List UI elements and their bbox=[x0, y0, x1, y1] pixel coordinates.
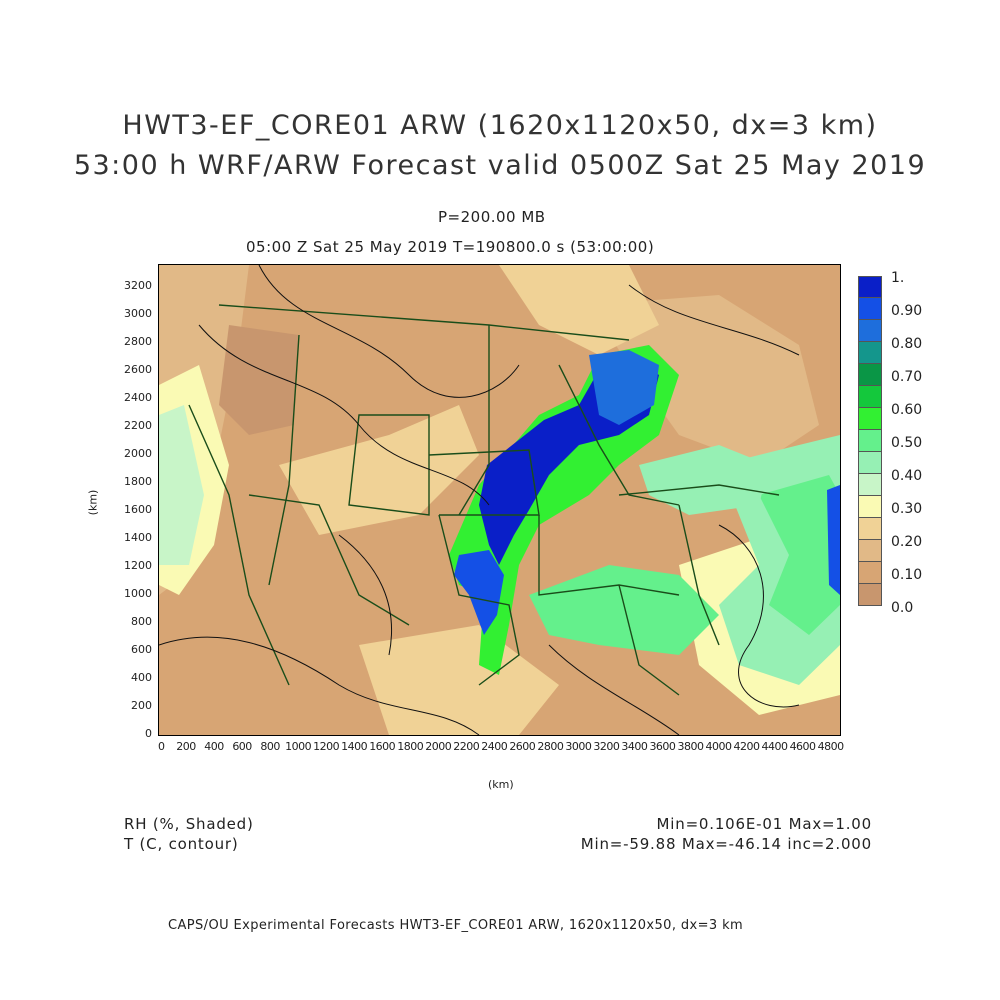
y-tick-label: 1400 bbox=[124, 531, 152, 545]
state-borders bbox=[188, 304, 780, 696]
x-tick-label: 0 bbox=[158, 740, 165, 753]
colorbar-swatch bbox=[858, 562, 882, 584]
y-tick-label: 2200 bbox=[124, 419, 152, 433]
valid-time-label: 05:00 Z Sat 25 May 2019 T=190800.0 s (53… bbox=[246, 238, 655, 256]
colorbar-swatch bbox=[858, 452, 882, 474]
x-tick-label: 3600 bbox=[649, 740, 676, 753]
x-tick-label: 4200 bbox=[733, 740, 761, 753]
y-tick-label: 0 bbox=[145, 727, 152, 740]
contour-min-max: Min=-59.88 Max=-46.14 inc=2.000 bbox=[580, 835, 872, 853]
pressure-level-label: P=200.00 MB bbox=[438, 208, 546, 226]
colorbar-tick-label: 0.10 bbox=[891, 567, 923, 583]
y-tick-label: 2000 bbox=[124, 447, 152, 461]
title-line-2: 53:00 h WRF/ARW Forecast valid 0500Z Sat… bbox=[73, 150, 927, 181]
x-tick-label: 1800 bbox=[397, 740, 424, 753]
rh-pale-northeast bbox=[589, 295, 819, 465]
y-tick-label: 600 bbox=[131, 643, 152, 657]
colorbar-swatch bbox=[858, 386, 882, 408]
credit-line: CAPS/OU Experimental Forecasts HWT3-EF_C… bbox=[168, 918, 744, 933]
x-tick-label: 400 bbox=[204, 740, 224, 753]
y-tick-label: 1600 bbox=[124, 503, 152, 517]
rh-map-panel bbox=[158, 264, 841, 736]
colorbar-swatch bbox=[858, 430, 882, 452]
x-tick-label: 2200 bbox=[453, 740, 480, 753]
colorbar-swatch bbox=[858, 496, 882, 518]
x-axis-label: (km) bbox=[488, 778, 514, 791]
colorbar-tick-label: 0.40 bbox=[891, 468, 923, 484]
rh-blue-south-tail bbox=[454, 550, 504, 635]
y-tick-label: 800 bbox=[131, 615, 152, 629]
colorbar-swatch bbox=[858, 518, 882, 540]
x-tick-label: 1200 bbox=[313, 740, 340, 753]
rh-pale-south bbox=[359, 625, 559, 735]
x-tick-label: 3000 bbox=[565, 740, 592, 753]
temperature-contours bbox=[159, 265, 800, 735]
x-tick-label: 3200 bbox=[593, 740, 620, 753]
x-tick-label: 600 bbox=[232, 740, 252, 753]
x-tick-label: 4800 bbox=[817, 740, 845, 753]
x-tick-label: 800 bbox=[260, 740, 280, 753]
x-tick-label: 2400 bbox=[481, 740, 508, 753]
x-tick-label: 1400 bbox=[341, 740, 368, 753]
x-tick-label: 4400 bbox=[761, 740, 789, 753]
colorbar-swatch bbox=[858, 408, 882, 430]
y-tick-label: 400 bbox=[131, 671, 152, 685]
y-tick-label: 2600 bbox=[124, 363, 152, 377]
y-axis-label: (km) bbox=[86, 489, 100, 516]
y-tick-label: 1000 bbox=[124, 587, 152, 601]
colorbar-tick-label: 0.60 bbox=[891, 402, 923, 418]
colorbar-tick-label: 0.90 bbox=[891, 303, 923, 319]
rh-blue-northeast-blob bbox=[589, 350, 659, 425]
colorbar-tick-label: 0.30 bbox=[891, 501, 923, 517]
y-tick-label: 1200 bbox=[124, 559, 152, 573]
rh-blue-atlantic-edge bbox=[827, 485, 840, 595]
colorbar-tick-label: 0.0 bbox=[891, 600, 914, 616]
y-tick-label: 2400 bbox=[124, 391, 152, 405]
x-tick-label: 2600 bbox=[509, 740, 536, 753]
shaded-min-max: Min=0.106E-01 Max=1.00 bbox=[656, 815, 872, 833]
y-tick-label: 3000 bbox=[124, 307, 152, 321]
rh-pale-north bbox=[499, 265, 659, 355]
x-tick-label: 200 bbox=[176, 740, 196, 753]
colorbar-tick-label: 1. bbox=[891, 270, 905, 286]
x-tick-label: 3400 bbox=[621, 740, 648, 753]
y-tick-label: 1800 bbox=[124, 475, 152, 489]
colorbar-swatch bbox=[858, 276, 882, 298]
y-tick-label: 200 bbox=[131, 699, 152, 713]
rh-colorbar bbox=[858, 276, 882, 606]
rh-dry-northwest bbox=[219, 325, 299, 435]
colorbar-swatch bbox=[858, 342, 882, 364]
colorbar-swatch bbox=[858, 320, 882, 342]
x-tick-label: 3800 bbox=[677, 740, 704, 753]
x-tick-label: 2000 bbox=[425, 740, 452, 753]
contour-field-label: T (C, contour) bbox=[124, 835, 239, 853]
colorbar-swatch bbox=[858, 584, 882, 606]
rh-green-atlantic-inner bbox=[759, 475, 840, 635]
rh-green-gulf bbox=[529, 565, 719, 655]
y-tick-label: 3200 bbox=[124, 279, 152, 293]
shaded-field-label: RH (%, Shaded) bbox=[124, 815, 254, 833]
colorbar-tick-label: 0.70 bbox=[891, 369, 923, 385]
x-tick-label: 4600 bbox=[789, 740, 817, 753]
y-tick-label: 2800 bbox=[124, 335, 152, 349]
colorbar-swatch bbox=[858, 364, 882, 386]
x-tick-label: 2800 bbox=[537, 740, 564, 753]
x-tick-label: 4000 bbox=[705, 740, 732, 753]
title-line-1: HWT3-EF_CORE01 ARW (1620x1120x50, dx=3 k… bbox=[122, 110, 878, 141]
colorbar-swatch bbox=[858, 474, 882, 496]
x-tick-label: 1600 bbox=[369, 740, 396, 753]
colorbar-swatch bbox=[858, 540, 882, 562]
colorbar-swatch bbox=[858, 298, 882, 320]
rh-light-green-west bbox=[159, 405, 204, 565]
colorbar-tick-label: 0.20 bbox=[891, 534, 923, 550]
colorbar-tick-label: 0.50 bbox=[891, 435, 923, 451]
rh-green-northeast bbox=[639, 445, 769, 515]
rh-shaded-field bbox=[159, 265, 840, 735]
x-tick-label: 1000 bbox=[285, 740, 312, 753]
colorbar-tick-label: 0.80 bbox=[891, 336, 923, 352]
